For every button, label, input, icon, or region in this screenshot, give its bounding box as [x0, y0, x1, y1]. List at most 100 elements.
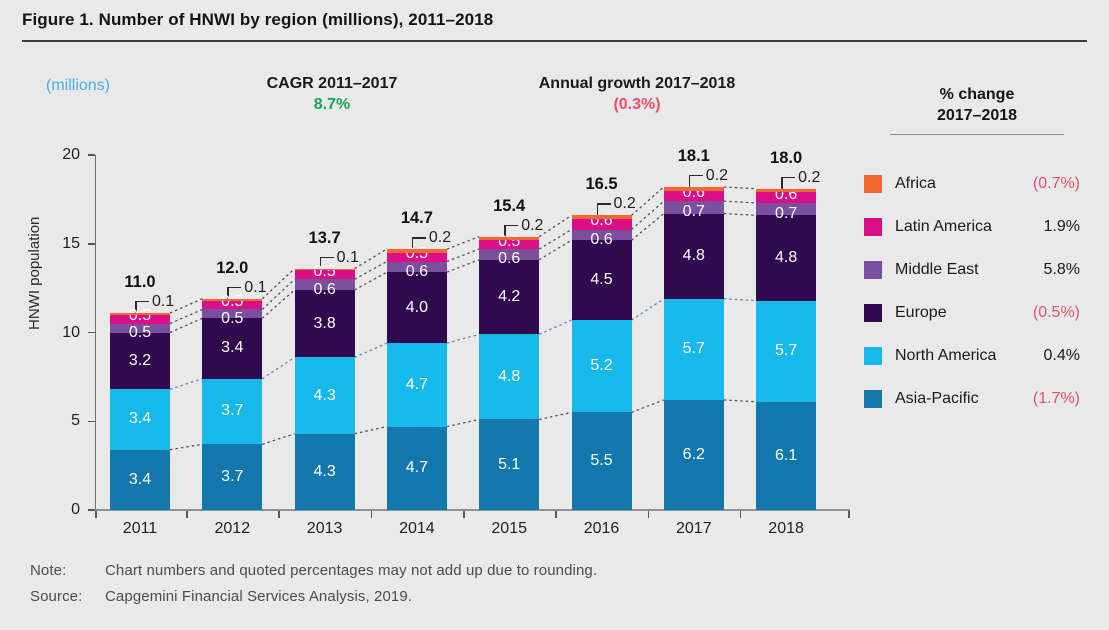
connector-line	[261, 268, 296, 300]
cagr-label: CAGR 2011–2017	[266, 75, 398, 92]
legend-swatch-north-america	[864, 347, 882, 365]
connector-line	[539, 411, 572, 421]
bar-segment-asia-pacific-2012: 3.7	[202, 444, 263, 510]
bar-segment-africa-2012	[202, 298, 263, 301]
legend-item-asia-pacific: Asia-Pacific (1.7%)	[858, 386, 1096, 412]
segment-value-label: 3.4	[221, 339, 244, 357]
x-axis-tick	[370, 510, 373, 518]
y-axis-tick	[88, 420, 95, 422]
chart-plot-area: 3.4 3.4 3.2 0.5 0.5 0.1 11.0 3.7 3.7 3.4 0.5 0.5 0.1…	[62, 146, 850, 537]
title-underline	[22, 40, 1087, 42]
bar-total-label: 16.5	[585, 175, 618, 194]
africa-callout-arm	[319, 256, 334, 259]
x-axis-tick	[739, 510, 742, 518]
legend-header-line2: 2017–2018	[936, 107, 1018, 124]
legend-label: Middle East	[895, 261, 979, 278]
connector-line	[723, 212, 757, 216]
note-label: Note:	[30, 562, 67, 579]
legend-label: North America	[895, 347, 997, 364]
bar-segment-africa-2014	[386, 249, 447, 253]
y-axis-tick-label: 15	[62, 234, 80, 252]
y-axis-tick	[88, 243, 95, 245]
bar-segment-africa-2015	[479, 236, 540, 241]
legend-item-north-america: North America 0.4%	[858, 343, 1096, 369]
annual-growth-label: Annual growth 2017–2018	[538, 75, 736, 92]
segment-value-label: 0.6	[313, 280, 336, 298]
connector-line	[354, 248, 388, 270]
bar-segment-europe-2018: 4.8	[756, 215, 817, 301]
bar-segment-middle-east-2012: 0.5	[202, 309, 263, 326]
bar-segment-middle-east-2018: 0.7	[756, 202, 817, 222]
bar-segment-latin-america-2012: 0.5	[202, 294, 263, 310]
axis-unit-label: (millions)	[46, 77, 110, 94]
y-axis-tick-label: 0	[71, 501, 80, 518]
connector-line	[723, 200, 757, 204]
bar-segment-middle-east-2017: 0.7	[663, 201, 724, 220]
x-axis-tick	[278, 510, 280, 518]
connector-line	[261, 278, 296, 310]
legend-label: Asia-Pacific	[895, 390, 979, 407]
africa-callout-riser	[596, 203, 598, 216]
segment-value-label: 3.7	[221, 468, 244, 486]
legend-label: Europe	[895, 304, 947, 321]
bar-segment-north-america-2018: 5.7	[756, 300, 817, 402]
bar-segment-latin-america-2017: 0.6	[663, 184, 724, 202]
connector-line	[354, 342, 388, 358]
segment-value-label: 4.5	[590, 271, 613, 289]
y-axis-tick-label: 10	[62, 323, 80, 341]
legend-change-value: 5.8%	[1043, 261, 1080, 278]
legend-change-value: (0.5%)	[1032, 304, 1080, 321]
bar-segment-europe-2011: 3.2	[110, 332, 170, 390]
bar-segment-asia-pacific-2013: 4.3	[294, 433, 355, 510]
source-text: Capgemini Financial Services Analysis, 2…	[105, 588, 413, 605]
bar-total-label: 12.0	[216, 258, 249, 277]
bar-segment-asia-pacific-2018: 6.1	[756, 401, 817, 510]
bar-segment-africa-2011	[110, 312, 170, 315]
bar-segment-africa-2017	[663, 186, 724, 191]
segment-value-label: 0.6	[590, 230, 613, 248]
bar-segment-europe-2014: 4.0	[386, 272, 447, 344]
bar-segment-latin-america-2016: 0.6	[571, 213, 632, 230]
africa-value-label: 0.2	[613, 195, 636, 213]
legend-swatch-europe	[864, 304, 882, 322]
x-axis-tick	[555, 510, 557, 518]
legend-label: Latin America	[895, 218, 992, 235]
africa-callout-arm	[504, 224, 519, 227]
africa-value-label: 0.2	[798, 168, 821, 186]
connector-line	[169, 308, 203, 325]
bar-segment-africa-2016	[571, 215, 632, 219]
connector-line	[354, 260, 388, 280]
x-axis-year-label: 2013	[306, 520, 343, 537]
footnotes: Note: Chart numbers and quoted percentag…	[30, 562, 597, 614]
bar-segment-latin-america-2018: 0.6	[756, 186, 817, 203]
segment-value-label: 6.2	[682, 445, 705, 463]
bar-segment-europe-2015: 4.2	[479, 259, 540, 335]
x-axis-year-label: 2016	[583, 520, 620, 537]
africa-value-label: 0.2	[428, 229, 452, 247]
cagr-annotation: CAGR 2011–2017 8.7%	[232, 73, 432, 115]
x-axis-year-label: 2011	[122, 520, 158, 537]
bar-segment-middle-east-2016: 0.6	[571, 229, 632, 247]
connector-line	[538, 214, 572, 238]
y-axis-tick-label: 5	[71, 412, 80, 430]
legend-swatch-middle-east	[864, 261, 882, 279]
connector-line	[169, 443, 203, 451]
connector-line	[261, 356, 295, 380]
connector-line	[262, 433, 295, 445]
bar-segment-asia-pacific-2016: 5.5	[571, 412, 632, 510]
segment-value-label: 4.0	[405, 298, 429, 316]
bar-segment-north-america-2016: 5.2	[571, 320, 632, 413]
x-axis-tick	[463, 510, 465, 518]
connector-line	[446, 236, 480, 250]
x-axis-tick	[848, 510, 850, 518]
bar-segment-asia-pacific-2017: 6.2	[663, 399, 724, 510]
segment-value-label: 6.1	[774, 446, 798, 464]
segment-value-label: 0.5	[128, 324, 152, 342]
africa-callout-arm	[596, 203, 611, 205]
bar-segment-middle-east-2011: 0.5	[110, 323, 170, 341]
bar-segment-africa-2013	[294, 268, 355, 271]
bar-total-label: 14.7	[400, 209, 433, 228]
africa-callout-riser	[319, 256, 322, 269]
x-axis-year-label: 2012	[214, 520, 251, 537]
